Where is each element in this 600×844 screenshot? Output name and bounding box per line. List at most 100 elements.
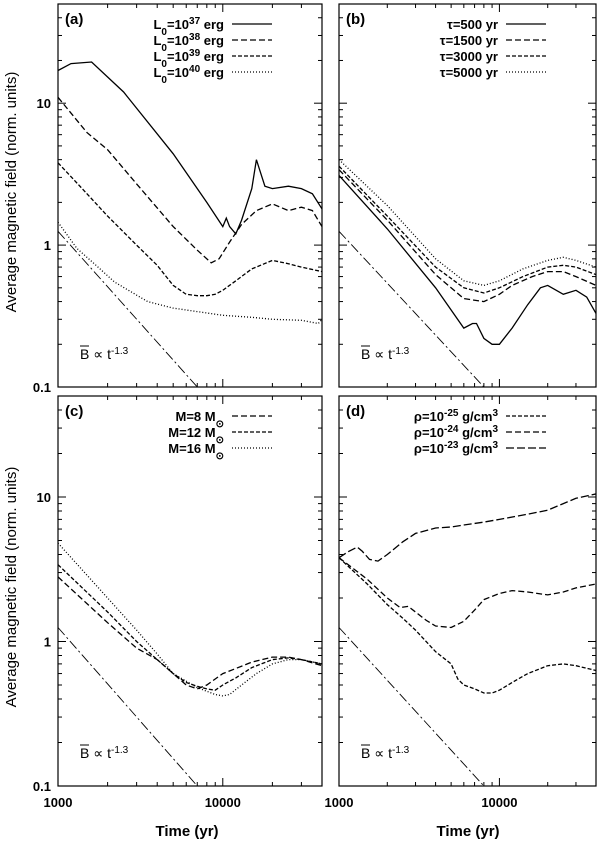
power-law-annotation: B ∝ t-1.3	[361, 745, 410, 762]
legend-label-part: L	[153, 49, 161, 64]
series-line	[58, 542, 322, 697]
legend-label-part: g/cm	[458, 409, 492, 424]
series-line	[339, 169, 596, 303]
legend-label-part: ⊙	[216, 419, 224, 430]
annotation-exponent: -1.3	[111, 745, 129, 756]
y-axis-label-top: Average magnetic field (norm. units)	[3, 72, 20, 313]
series-group	[339, 159, 596, 387]
legend-label-part: 40	[189, 64, 201, 75]
annotation-exponent: -1.3	[111, 346, 129, 357]
legend-label: τ=1500 yr	[440, 33, 498, 48]
annotation-exponent: -1.3	[392, 346, 410, 357]
series-line	[339, 174, 596, 345]
legend-label-part: erg	[200, 65, 224, 80]
legend-label-part: 37	[189, 16, 201, 27]
panel-label: (d)	[346, 403, 365, 420]
legend-label-part: =10	[167, 49, 189, 64]
legend-label-part: ⊙	[216, 435, 224, 446]
plot-frame	[338, 3, 597, 388]
annotation-text: ∝ t	[89, 745, 111, 761]
series-line	[339, 159, 596, 287]
legend-label-part: 0	[161, 43, 167, 54]
legend-label-part: M=12 M	[168, 425, 215, 440]
annotation-symbol: B	[80, 346, 89, 362]
legend-label: τ=5000 yr	[440, 65, 498, 80]
x-tick-label: 10000	[205, 795, 241, 810]
legend-label-part: M=16 M	[168, 441, 215, 456]
x-tick-label: 1000	[44, 795, 73, 810]
series-line	[339, 165, 596, 294]
legend-label-part: 0	[161, 75, 167, 86]
legend-label: M=8 M⊙	[176, 409, 224, 430]
y-tick-label: 1	[44, 635, 51, 650]
annotation-exponent: -1.3	[392, 745, 410, 756]
series-line	[339, 557, 596, 694]
legend-label: τ=3000 yr	[440, 49, 498, 64]
power-law-annotation: B ∝ t-1.3	[80, 745, 129, 762]
legend-label-part: ρ=10	[414, 425, 444, 440]
panel-label: (a)	[65, 11, 83, 28]
series-line	[58, 61, 322, 236]
y-axis-label-bottom: Average magnetic field (norm. units)	[3, 467, 20, 708]
legend-label-part: 0	[161, 27, 167, 38]
panel-label: (b)	[346, 11, 365, 28]
legend-label-part: g/cm	[458, 425, 492, 440]
reference-line	[58, 627, 198, 786]
legend-label-part: ⊙	[216, 451, 224, 462]
legend-label: L0=1038 erg	[153, 32, 224, 54]
series-group	[58, 61, 322, 387]
ticks	[57, 3, 323, 388]
annotation-symbol: B	[361, 346, 370, 362]
panel-b: (b) τ=500 yrτ=1500 yrτ=3000 yrτ=5000 yr B …	[338, 3, 597, 388]
legend-label: L0=1040 erg	[153, 64, 224, 86]
y-tick-label: 0.1	[33, 380, 51, 395]
legend-label-part: 3	[492, 440, 498, 451]
plot-frame	[338, 395, 597, 787]
legend-label-part: erg	[200, 33, 224, 48]
legend-label: ρ=10-25 g/cm3	[414, 408, 499, 425]
legend-label-part: 39	[189, 48, 201, 59]
legend-label: M=16 M⊙	[168, 441, 224, 462]
power-law-annotation: B ∝ t-1.3	[361, 346, 410, 363]
legend-label-part: 0	[161, 59, 167, 70]
x-tick-label: 1000	[325, 795, 354, 810]
legend-label-part: erg	[200, 49, 224, 64]
legend-label-part: 3	[492, 424, 498, 435]
legend-label-part: g/cm	[458, 441, 492, 456]
legend-label-part: ρ=10	[414, 441, 444, 456]
legend-label-part: τ=5000 yr	[440, 65, 498, 80]
legend-label-part: =10	[167, 65, 189, 80]
annotation-text: ∝ t	[370, 745, 392, 761]
panel-label: (c)	[65, 403, 83, 420]
legend-label-part: =10	[167, 33, 189, 48]
x-axis-label-right: Time (yr)	[436, 823, 499, 840]
annotation-text: ∝ t	[370, 346, 392, 362]
series-line	[58, 96, 322, 264]
legend-label-part: L	[153, 65, 161, 80]
legend-label-part: =10	[167, 17, 189, 32]
plot-frame	[57, 395, 323, 787]
series-line	[339, 557, 596, 629]
series-line	[58, 162, 322, 297]
legend-label: M=12 M⊙	[168, 425, 224, 446]
annotation-symbol: B	[80, 745, 89, 761]
legend-label: ρ=10-24 g/cm3	[414, 424, 499, 441]
annotation-symbol: B	[361, 745, 370, 761]
x-tick-label: 10000	[481, 795, 517, 810]
legend-label-part: ρ=10	[414, 409, 444, 424]
legend-label-part: -25	[444, 408, 459, 419]
legend-label-part: 3	[492, 408, 498, 419]
plot-frame	[57, 3, 323, 388]
x-axis-label-left: Time (yr)	[155, 823, 218, 840]
y-tick-label: 0.1	[33, 779, 51, 794]
legend-label-part: τ=3000 yr	[440, 49, 498, 64]
legend-label-part: -24	[444, 424, 459, 435]
annotation-text: ∝ t	[89, 346, 111, 362]
power-law-annotation: B ∝ t-1.3	[80, 346, 129, 363]
